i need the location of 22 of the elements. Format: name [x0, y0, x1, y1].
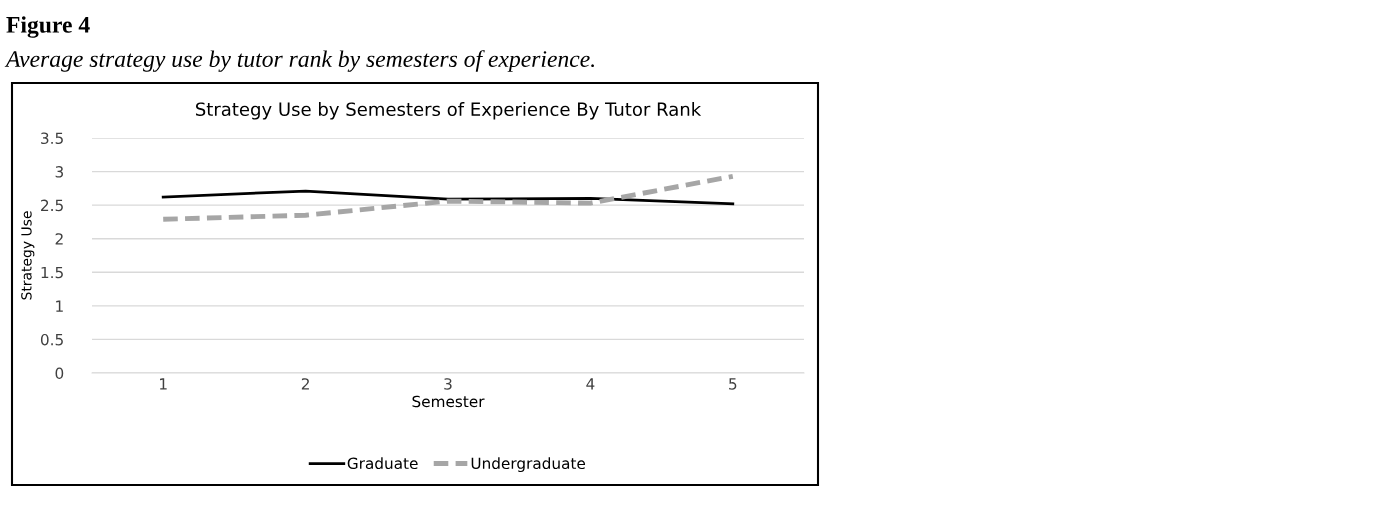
x-tick-label: 1 — [160, 378, 167, 390]
y-tick-label: 2.5 — [41, 199, 63, 212]
y-tick-label: 0.5 — [40, 333, 63, 346]
line-series — [160, 173, 736, 222]
y-tick-label: 1.5 — [41, 266, 63, 279]
x-tick-label: 2 — [301, 378, 309, 390]
text: Average strategy use by tutor rank by semesters of experience. — [4, 50, 594, 72]
x-tick-label: 3 — [444, 378, 452, 390]
legend-label: Graduate — [347, 457, 418, 470]
x-tick-label: 5 — [729, 378, 737, 390]
chart-title: Strategy Use by Semesters of Experience By Tutor Rank — [195, 102, 702, 120]
line-series — [161, 189, 735, 206]
y-tick-label: 1 — [56, 300, 63, 312]
x-tick-label: 4 — [586, 378, 595, 390]
x-axis-title: Semester — [412, 395, 485, 408]
caption: Figure 4 — [6, 16, 90, 38]
y-axis-title: Strategy Use — [21, 211, 35, 300]
y-tick-label: 0 — [55, 367, 64, 380]
y-tick-label: 2 — [55, 233, 63, 245]
y-tick-label: 3.5 — [41, 132, 63, 145]
legend-label: Undergraduate — [471, 457, 586, 473]
y-tick-label: 3 — [55, 166, 63, 178]
